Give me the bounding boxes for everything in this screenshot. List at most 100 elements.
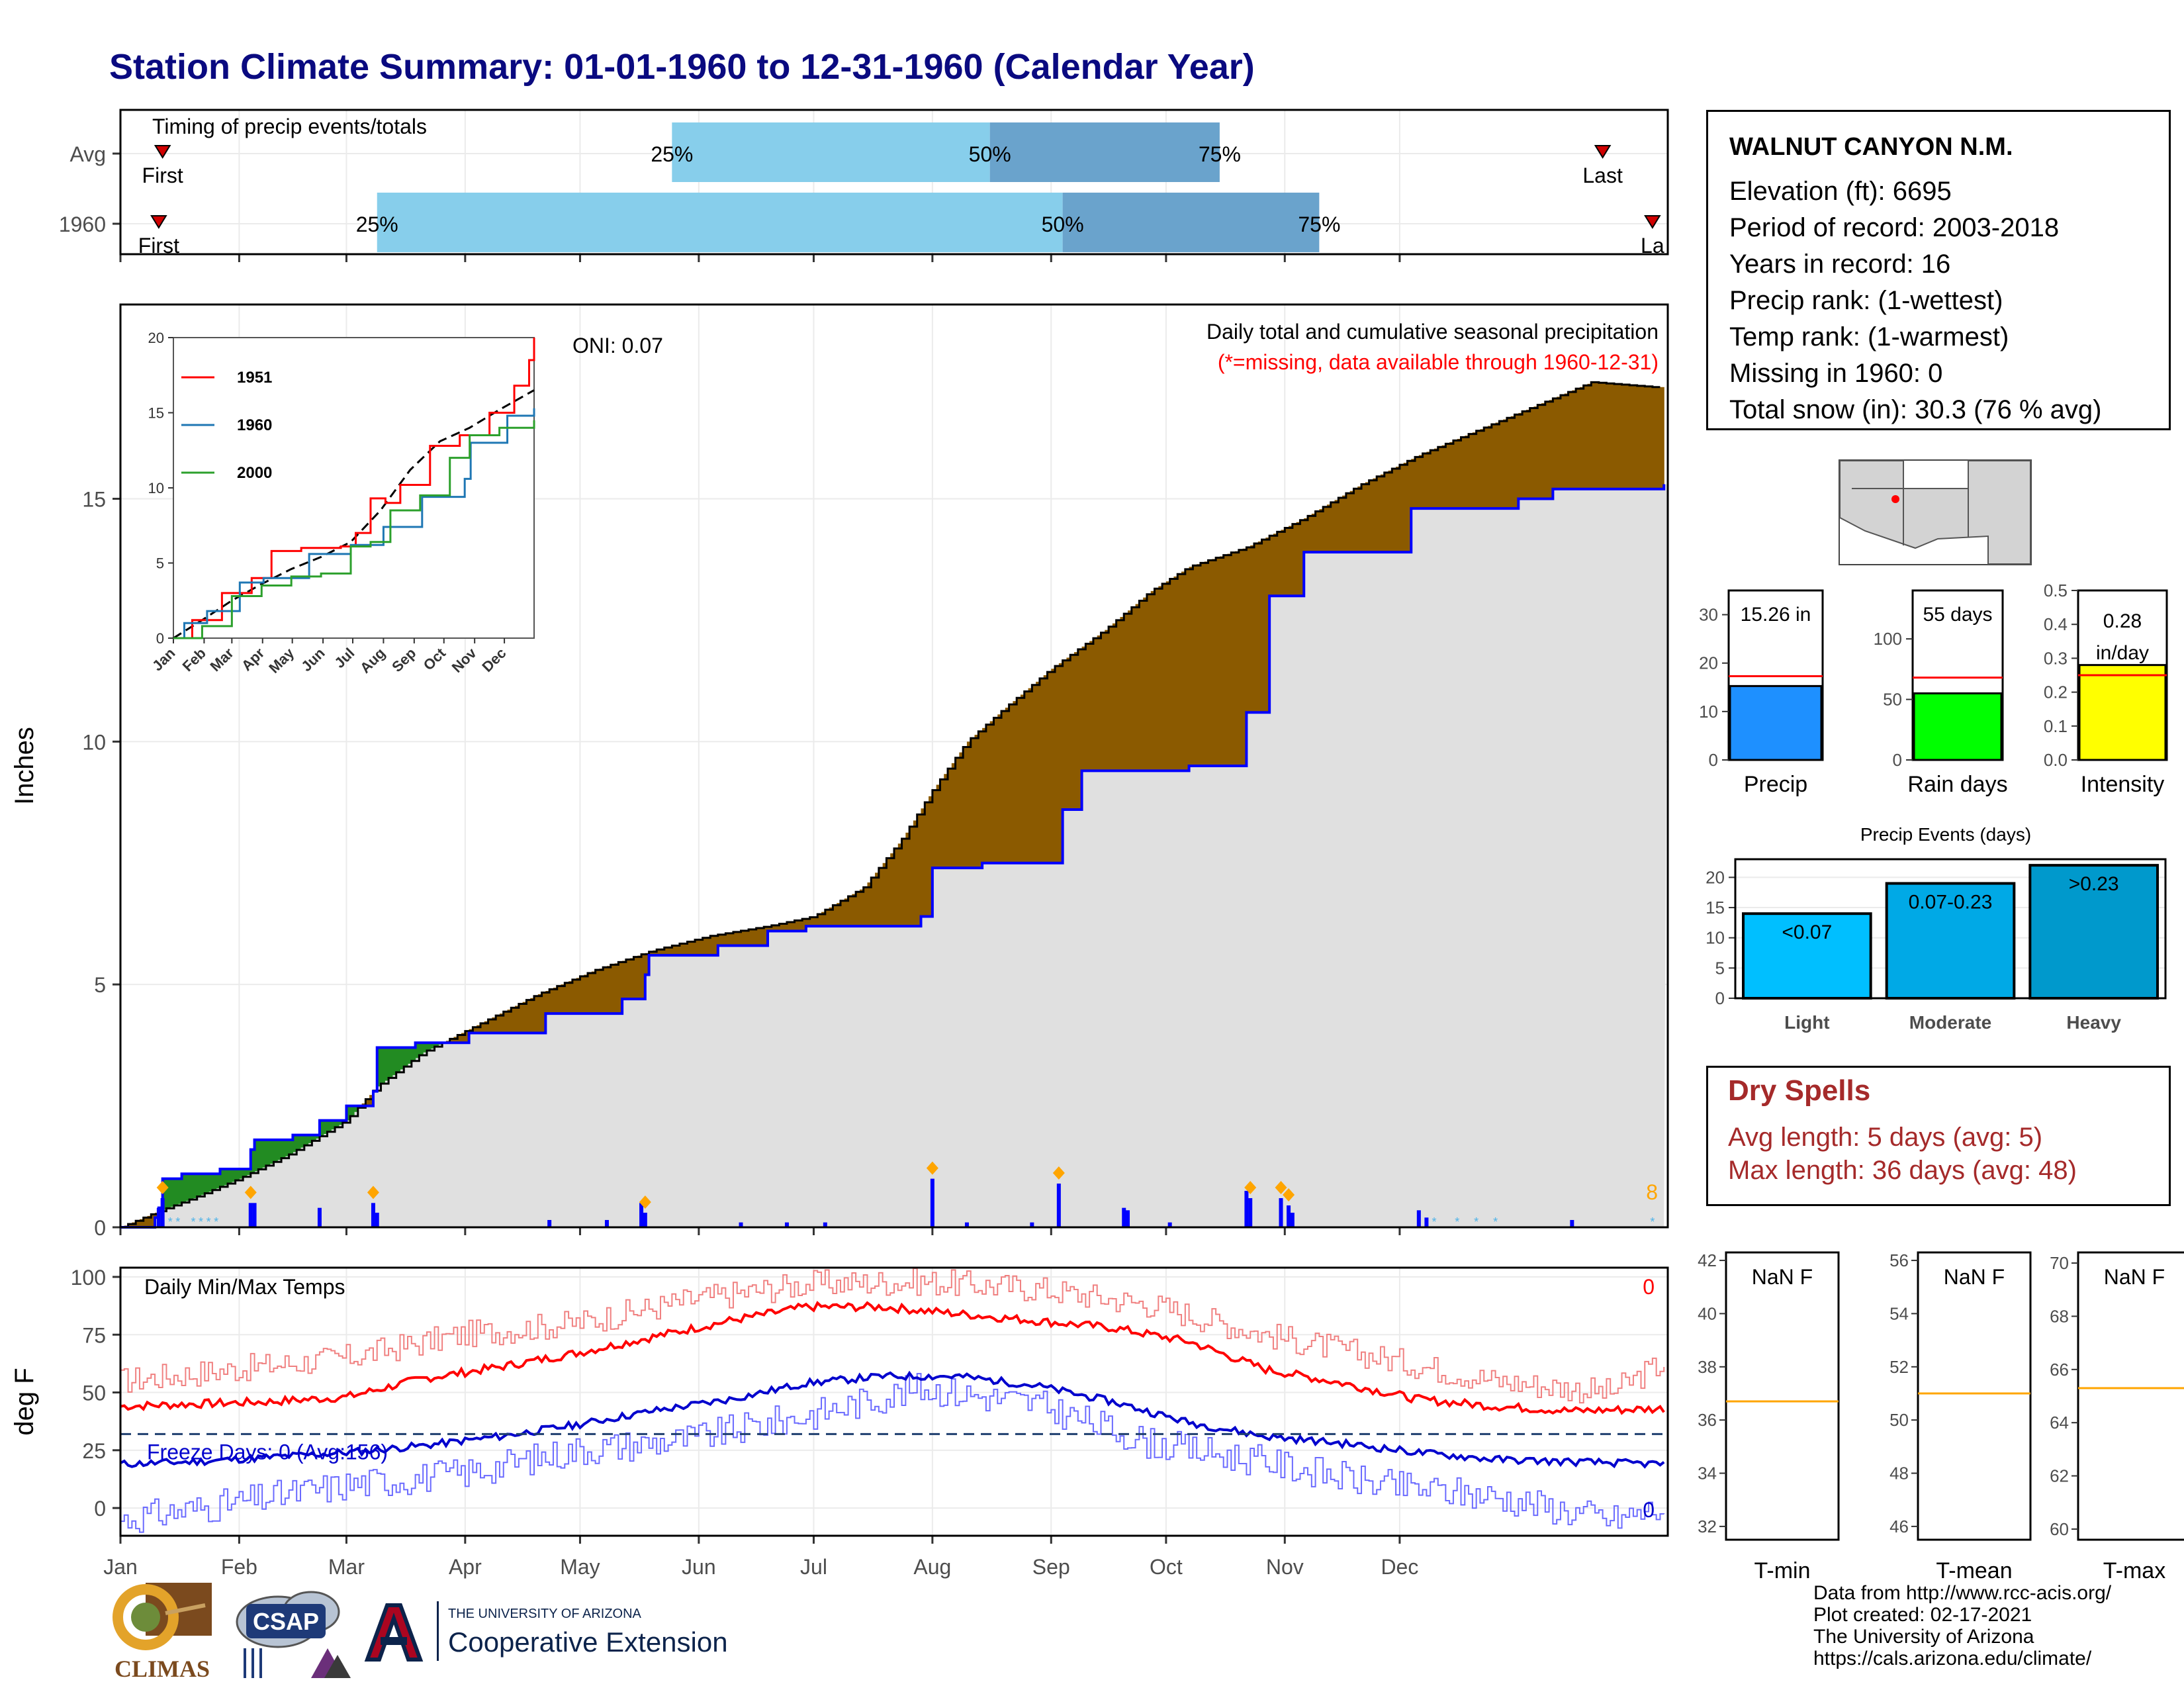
timing-plot-border	[119, 109, 1669, 256]
precip-daily-bar	[639, 1203, 644, 1227]
events-bar-label: <0.07	[1782, 921, 1832, 943]
precip-heavy-day-marker	[367, 1186, 379, 1199]
inset-y-tick-label: 0	[156, 630, 164, 647]
ua-logo: THE UNIVERSITY OF ARIZONA Cooperative Ex…	[361, 1599, 758, 1671]
precip-snow-marker: *	[1493, 1215, 1498, 1229]
precip-snow-marker: *	[1650, 1215, 1655, 1229]
precip_total-y-tick-label: 20	[1699, 653, 1718, 673]
climas-logo-text: CLIMAS	[114, 1656, 210, 1682]
credits: Data from http://www.rcc-acis.org/ Plot …	[1813, 1582, 2111, 1669]
tmean_box-x-label: T-mean	[1936, 1558, 2012, 1582]
precip-avg-cumulative-line	[120, 381, 1661, 1229]
precip-daily-bar	[317, 1207, 322, 1227]
tmax_box-y-tick-label: 62	[2050, 1466, 2069, 1486]
climas-logo-graphic	[113, 1583, 212, 1650]
precip-daily-bar	[1279, 1197, 1283, 1227]
precip-snow-marker: *	[1432, 1215, 1436, 1229]
tmin_box-y-tick-label: 34	[1698, 1464, 1717, 1483]
precip-y-tick-label: 10	[82, 730, 106, 754]
precip-daily-bar	[1287, 1205, 1291, 1227]
credits-url: https://cals.arizona.edu/climate/	[1813, 1648, 2092, 1669]
events-bar-heavy	[2028, 864, 2159, 1000]
page-title: Station Climate Summary: 01-01-1960 to 1…	[109, 47, 1255, 87]
dry-spells-max: Max length: 36 days (avg: 48)	[1728, 1156, 2077, 1185]
station-precip-rank: Precip rank: (1-wettest)	[1729, 286, 2003, 315]
credits-university: The University of Arizona	[1813, 1626, 2034, 1648]
tmax_box-y-tick-label: 64	[2050, 1413, 2069, 1432]
temp-tmin-avg-line	[120, 1370, 1665, 1469]
dry-spells-avg: Avg length: 5 days (avg: 5)	[1728, 1123, 2043, 1152]
events-border	[1734, 858, 2167, 1000]
events-bar-label: >0.23	[2069, 873, 2119, 895]
rain_days-x-label: Rain days	[1907, 772, 2007, 797]
temp-x-tick-label: Dec	[1381, 1555, 1418, 1579]
timing-bar-25-50	[377, 193, 1063, 252]
timing-bar-25-50	[672, 122, 990, 182]
timing-label-25: 25%	[356, 212, 398, 236]
tmean_box-y-tick-label: 50	[1889, 1410, 1909, 1430]
temp-x-tick-label: Jul	[800, 1555, 827, 1579]
temp-x-tick-label: Nov	[1266, 1555, 1304, 1579]
precip-heavy-day-marker	[1283, 1188, 1295, 1201]
timing-last-marker	[1644, 215, 1661, 229]
temp-tmax-1960-line	[120, 1268, 1665, 1404]
station-location-marker	[1891, 495, 1899, 503]
precip-daily-bar	[784, 1222, 789, 1227]
precip-heavy-day-marker	[1244, 1180, 1257, 1194]
inset-y-tick-label: 10	[148, 480, 164, 496]
precip_total-y-tick-label: 0	[1709, 750, 1718, 770]
inset-legend-label: 2000	[237, 464, 272, 482]
daily-temps-chart: Jan Feb Mar Apr May Jun Jul Aug Sep Oct Nov Dec 0 25 5…	[10, 1266, 1669, 1579]
temp-x-tick-label: Aug	[913, 1555, 951, 1579]
temp-y-tick-label: 75	[82, 1323, 106, 1347]
precip-daily-bar	[964, 1222, 969, 1227]
rain_days-y-tick-label: 0	[1893, 750, 1902, 770]
precip-daily-bar	[371, 1203, 375, 1227]
precip-chart-subtitle: (*=missing, data available through 1960-…	[1218, 350, 1659, 374]
inset-legend-label: 1951	[237, 369, 272, 387]
temp-x-tick-label: Oct	[1150, 1555, 1183, 1579]
precip-snow-marker: *	[199, 1215, 203, 1229]
tmean_box-frame	[1917, 1251, 2032, 1541]
tmin_box-y-tick-label: 38	[1698, 1357, 1717, 1377]
climas-logo: CLIMAS	[106, 1579, 218, 1682]
csap-logo-text: CSAP	[253, 1608, 320, 1635]
temp-x-tick-label: Jun	[682, 1555, 716, 1579]
precip-1960-cumulative-line	[120, 484, 1666, 1229]
precip-snow-marker: *	[191, 1215, 195, 1229]
temp-x-tick-label: Sep	[1032, 1555, 1070, 1579]
precip-heavy-day-marker	[639, 1195, 651, 1209]
timing-first-marker	[150, 215, 167, 229]
precip-daily-bar	[156, 1207, 161, 1227]
temp-y-tick-label: 25	[82, 1439, 106, 1463]
inset-avg-line	[173, 389, 535, 639]
precip-daily-bar	[1126, 1210, 1130, 1227]
precip-daily-bar	[643, 1212, 647, 1227]
ua-a-icon	[364, 1603, 424, 1662]
intensity-value-label-unit: in/day	[2096, 642, 2149, 664]
csap-logo: CSAP	[232, 1585, 351, 1681]
dry-spells-box: Dry Spells Avg length: 5 days (avg: 5) M…	[1706, 1066, 2171, 1206]
timing-label-75: 75%	[1199, 142, 1241, 166]
intensity-y-tick-label: 0.5	[2044, 581, 2068, 600]
inset-frame	[173, 337, 535, 639]
precip-heavy-day-marker	[926, 1161, 938, 1175]
timing-label-25: 25%	[651, 142, 693, 166]
events-y-tick-label: 15	[1706, 898, 1725, 917]
temp-plot-border	[119, 1266, 1669, 1537]
precip-events-chart: Precip Events (days) 0 5 10 15 20 <0.07 Light 0.…	[1706, 824, 2167, 1033]
intensity-bar	[2078, 664, 2167, 761]
precip-daily-bar	[375, 1212, 379, 1227]
precip_total-bar	[1729, 684, 1823, 761]
temp-y-tick-label: 50	[82, 1382, 106, 1405]
rain_days-y-tick-label: 100	[1874, 629, 1902, 649]
tmin_box-x-label: T-min	[1754, 1558, 1811, 1582]
intensity-y-tick-label: 0.1	[2044, 716, 2068, 736]
tmin_box-y-tick-label: 32	[1698, 1517, 1717, 1536]
station-info-box: WALNUT CANYON N.M. Elevation (ft): 6695 …	[1706, 110, 2171, 430]
inset-legend-label: 1960	[237, 416, 272, 434]
intensity-value-label: 0.28	[2103, 610, 2142, 632]
precip_total-y-tick-label: 30	[1699, 605, 1718, 625]
station-period: Period of record: 2003-2018	[1729, 213, 2060, 242]
temp-x-tick-label: Apr	[449, 1555, 482, 1579]
